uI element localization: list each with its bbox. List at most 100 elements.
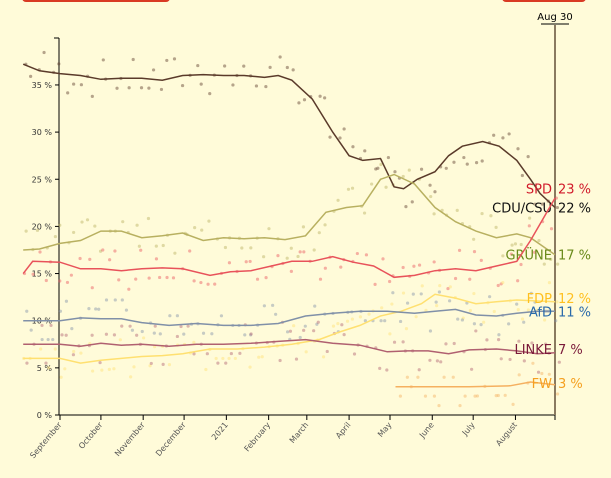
poll-dot — [468, 277, 472, 281]
poll-dot — [442, 375, 446, 379]
poll-dot — [121, 220, 125, 224]
poll-dot — [127, 287, 131, 291]
poll-dot — [90, 286, 94, 290]
poll-dot — [49, 323, 53, 328]
poll-dot — [350, 317, 354, 321]
poll-dot — [370, 182, 374, 186]
current-date-label: Aug 30 — [537, 12, 572, 23]
poll-dot — [316, 320, 320, 324]
poll-dot — [452, 160, 456, 164]
poll-dot — [404, 327, 409, 331]
poll-dot — [451, 375, 455, 379]
poll-dot — [79, 83, 83, 87]
poll-dot — [242, 64, 246, 68]
y-tick-label: 0 % — [37, 411, 53, 420]
poll-dot — [46, 337, 50, 342]
x-tick-label: December — [154, 420, 188, 458]
poll-dot — [159, 87, 164, 92]
poll-dot — [407, 168, 411, 172]
poll-dot — [152, 331, 156, 335]
series-value-label: 3 % — [558, 377, 583, 392]
series-value-label: 23 % — [558, 183, 591, 198]
poll-dot — [522, 359, 526, 363]
poll-dot — [492, 309, 496, 314]
poll-dot — [456, 317, 460, 321]
poll-dot — [179, 324, 183, 329]
poll-dot — [313, 304, 317, 308]
poll-dot — [555, 205, 559, 210]
poll-dot — [104, 298, 109, 302]
poll-dot — [51, 337, 55, 342]
poll-dot — [221, 356, 225, 361]
x-tick-label: August — [494, 421, 519, 448]
poll-dot — [385, 368, 389, 372]
poll-dot — [255, 277, 260, 281]
poll-dot — [223, 245, 228, 250]
poll-dot — [446, 286, 450, 291]
poll-dot — [59, 375, 63, 379]
poll-dot — [79, 351, 83, 355]
poll-dot — [87, 307, 91, 311]
poll-dot — [44, 278, 48, 283]
poll-dot — [147, 86, 151, 90]
poll-dot — [124, 308, 129, 312]
top-right-button[interactable] — [502, 0, 586, 2]
poll-dot — [501, 281, 505, 285]
poll-dot — [72, 349, 76, 354]
poll-dot — [383, 319, 387, 323]
poll-dot — [556, 262, 560, 266]
poll-dot — [40, 337, 44, 342]
poll-dot — [455, 208, 459, 212]
poll-dot — [58, 309, 63, 313]
poll-dot — [437, 403, 441, 408]
poll-dot — [78, 256, 82, 261]
y-tick-label: 20 % — [32, 222, 53, 231]
poll-dot — [94, 307, 98, 311]
poll-dot — [501, 254, 505, 258]
poll-dot — [117, 278, 121, 282]
series-line-fw — [395, 381, 556, 388]
poll-dot — [249, 332, 253, 336]
poll-dot — [488, 295, 492, 299]
x-tick-label: June — [417, 420, 436, 440]
poll-dot — [214, 356, 218, 361]
poll-dot — [374, 167, 378, 171]
poll-dot — [520, 173, 524, 178]
poll-dot — [533, 202, 537, 206]
poll-dot — [29, 74, 33, 78]
poll-dot — [417, 368, 421, 372]
poll-dot — [148, 364, 152, 368]
poll-dot — [39, 347, 43, 351]
poll-dot — [435, 304, 439, 308]
poll-dot — [64, 299, 69, 303]
poll-dot — [460, 318, 464, 322]
poll-dot — [494, 394, 498, 398]
poll-dot — [463, 394, 467, 398]
poll-dot — [108, 258, 112, 262]
poll-dot — [513, 242, 518, 246]
series-line-linke — [23, 338, 556, 355]
poll-dot — [336, 198, 340, 202]
poll-dot — [526, 308, 530, 312]
series-name-label: SPD — [526, 183, 552, 198]
poll-dot — [342, 333, 346, 337]
top-left-button[interactable] — [22, 0, 170, 2]
poll-dot — [69, 273, 73, 277]
series-line-spd — [22, 197, 556, 279]
poll-dot — [480, 211, 484, 216]
series-value-label: 17 % — [558, 249, 591, 264]
poll-dot — [303, 324, 307, 328]
poll-dot — [262, 304, 266, 308]
poll-dot — [412, 264, 416, 268]
x-tick-label: September — [28, 420, 64, 460]
poll-dot — [210, 332, 214, 336]
poll-dot — [364, 253, 369, 257]
poll-dot — [98, 249, 103, 253]
poll-dot — [53, 347, 57, 351]
poll-dot — [542, 262, 546, 266]
poll-dot — [25, 361, 29, 365]
poll-dot — [519, 262, 523, 267]
poll-dot — [540, 202, 544, 206]
poll-dot — [229, 351, 233, 356]
poll-dot — [132, 365, 136, 369]
